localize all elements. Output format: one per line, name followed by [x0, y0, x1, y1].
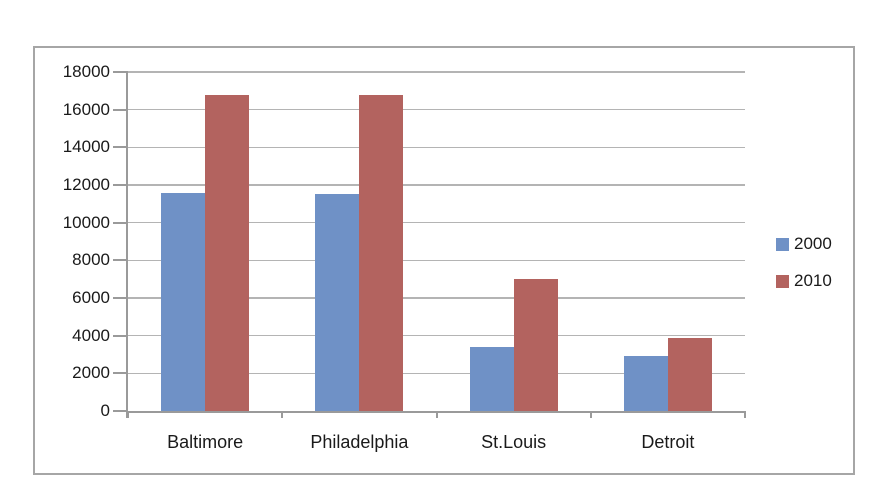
y-axis-tick: [113, 410, 128, 412]
x-axis-tick: [589, 411, 592, 418]
y-tick-label: 14000: [62, 137, 110, 157]
y-axis-tick: [113, 372, 128, 375]
y-tick-label: 4000: [72, 325, 110, 345]
gridline: [128, 372, 745, 375]
bar-2010-philadelphia: [359, 94, 404, 411]
y-tick-label: 6000: [72, 288, 110, 307]
category-label-philadelphia: Philadelphia: [310, 432, 409, 452]
y-tick-label: 16000: [62, 99, 110, 119]
gridline: [128, 184, 745, 186]
bar-2010-st-louis: [513, 279, 558, 411]
legend-swatch-2000: [776, 237, 789, 251]
gridline: [128, 259, 745, 262]
legend-swatch-2010: [776, 274, 789, 288]
bar-2010-detroit: [667, 337, 712, 411]
gridline: [128, 71, 745, 73]
bar-2000-st-louis: [469, 346, 514, 411]
y-axis-tick: [113, 146, 128, 149]
bar-2000-baltimore: [161, 192, 206, 411]
y-axis-tick: [113, 184, 128, 186]
x-axis-tick: [744, 411, 746, 418]
gridline: [128, 334, 745, 337]
x-axis-tick: [435, 411, 438, 418]
category-label-baltimore: Baltimore: [167, 432, 244, 452]
legend: 2000 2010: [776, 234, 832, 308]
y-tick-label: 18000: [62, 62, 110, 81]
y-axis-line: [126, 72, 128, 418]
category-label-st-louis: St.Louis: [481, 432, 547, 452]
y-axis-tick: [113, 221, 128, 224]
y-tick-label: 2000: [72, 363, 110, 383]
legend-label-2000: 2000: [794, 234, 832, 253]
y-axis-tick: [113, 108, 128, 111]
bar-2000-detroit: [623, 356, 668, 411]
gridline: [128, 297, 745, 299]
y-tick-label: 8000: [72, 250, 110, 270]
y-axis-tick: [113, 297, 128, 299]
y-axis-tick: [113, 259, 128, 262]
category-label-detroit: Detroit: [641, 432, 695, 452]
y-tick-label: 12000: [62, 175, 110, 194]
gridline: [128, 108, 745, 111]
y-axis-tick: [113, 71, 128, 73]
gridline: [128, 146, 745, 149]
y-tick-label: 0: [100, 401, 110, 420]
gridline: [128, 221, 745, 224]
legend-entry-2010: 2010: [776, 271, 832, 291]
legend-entry-2000: 2000: [776, 234, 832, 254]
y-tick-label: 10000: [62, 212, 110, 232]
chart-frame: 0 2000 4000 6000 8000 10000 12000 14000 16000 180…: [33, 46, 855, 475]
y-axis-tick: [113, 334, 128, 337]
bar-2010-baltimore: [205, 94, 250, 411]
x-axis-tick: [281, 411, 284, 418]
bar-2000-philadelphia: [315, 194, 360, 411]
legend-label-2010: 2010: [794, 271, 832, 290]
x-axis-tick: [127, 411, 129, 418]
